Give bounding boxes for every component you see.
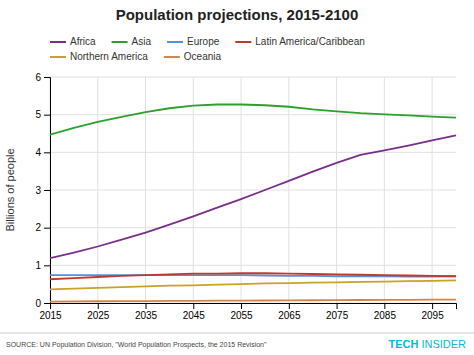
x-tick-label: 2025: [87, 310, 110, 321]
series-line: [50, 135, 456, 258]
grid-line-x: [97, 77, 98, 303]
legend-item: Europe: [167, 36, 220, 47]
series-line: [50, 273, 456, 279]
y-axis: 0 1 2 3 4 5 6: [35, 72, 50, 309]
grid-line-x: [193, 77, 194, 303]
legend-label: Oceania: [184, 51, 222, 62]
x-tick-label: 2045: [183, 310, 206, 321]
x-tick-mark: [98, 303, 99, 309]
x-tick-label: 2055: [230, 310, 253, 321]
legend-swatch: [50, 41, 66, 43]
y-tick-label: 3: [35, 185, 41, 196]
x-tick: 2015: [39, 303, 62, 321]
legend-item: Asia: [112, 36, 152, 47]
y-tick-mark: [44, 303, 50, 304]
legend: Africa Asia Europe Latin America/Caribbean N…: [50, 36, 365, 62]
grid-line-x: [384, 77, 385, 303]
source-note: SOURCE: UN Population Division, "World P…: [6, 341, 267, 349]
x-tick: 2055: [230, 303, 253, 321]
x-tick: 2045: [183, 303, 206, 321]
watermark: TECHINSIDER: [388, 338, 466, 350]
grid-line-x: [145, 77, 146, 303]
y-tick: 4: [35, 147, 50, 158]
y-tick-label: 1: [35, 260, 41, 271]
legend-item: Northern America: [50, 51, 148, 62]
y-tick-mark: [44, 265, 50, 266]
x-tick-label: 2095: [421, 310, 444, 321]
lines: [50, 104, 456, 301]
x-tick-label: 2015: [39, 310, 62, 321]
x-tick: 2035: [135, 303, 158, 321]
grid-line-y: [50, 190, 456, 191]
x-tick-mark: [193, 303, 194, 309]
x-tick: 2025: [87, 303, 110, 321]
legend-item: Africa: [50, 36, 96, 47]
y-tick-mark: [44, 152, 50, 153]
y-tick: 5: [35, 109, 50, 120]
series-line: [50, 300, 456, 302]
y-tick-label: 4: [35, 147, 41, 158]
grid-line-y: [50, 152, 456, 153]
x-tick: 2085: [374, 303, 397, 321]
grid-line-y: [50, 265, 456, 266]
x-tick-mark: [241, 303, 242, 309]
x-tick: 2095: [421, 303, 444, 321]
legend-item: Oceania: [164, 51, 222, 62]
grid-line-x: [432, 77, 433, 303]
legend-label: Northern America: [70, 51, 148, 62]
x-tick-mark: [337, 303, 338, 309]
grid-line-y: [50, 77, 456, 78]
y-tick-mark: [44, 115, 50, 116]
y-tick-label: 0: [35, 298, 41, 309]
y-tick: 0: [35, 298, 50, 309]
y-tick: 3: [35, 185, 50, 196]
x-tick-label: 2065: [278, 310, 301, 321]
y-tick-mark: [44, 77, 50, 78]
plot: 2015 2025 2035 2045 2055 2065 2075 2085 2095 0 1 2 3…: [4, 72, 457, 321]
y-tick: 2: [35, 222, 50, 233]
legend-item: Latin America/Caribbean: [235, 36, 365, 47]
x-tick-mark: [146, 303, 147, 309]
x-axis-line: [51, 304, 457, 310]
legend-swatch: [164, 56, 180, 58]
legend-swatch: [112, 41, 128, 43]
y-tick-label: 6: [35, 72, 41, 83]
y-tick: 1: [35, 260, 50, 271]
y-tick-mark: [44, 190, 50, 191]
series-line: [50, 280, 456, 289]
x-tick: 2075: [326, 303, 349, 321]
watermark-bold: TECH: [388, 338, 418, 350]
legend-label: Latin America/Caribbean: [255, 36, 365, 47]
y-axis-line: [44, 78, 51, 304]
x-tick-label: 2075: [326, 310, 349, 321]
title: Population projections, 2015-2100: [116, 6, 359, 23]
x-tick: 2065: [278, 303, 301, 321]
legend-label: Africa: [70, 36, 96, 47]
y-tick-label: 5: [35, 109, 41, 120]
x-tick-label: 2085: [374, 310, 397, 321]
x-axis: 2015 2025 2035 2045 2055 2065 2075 2085 2095: [39, 303, 456, 321]
chart: Population projections, 2015-2100AfricaA…: [0, 0, 474, 355]
grid-line-x: [288, 77, 289, 303]
separator: [0, 333, 474, 334]
watermark-light: INSIDER: [421, 338, 466, 350]
grid: [50, 77, 456, 303]
y-axis-title: Billions of people: [4, 148, 16, 231]
grid-line-x: [241, 77, 242, 303]
y-tick: 6: [35, 72, 50, 83]
legend-swatch: [167, 41, 183, 43]
x-tick-mark: [384, 303, 385, 309]
legend-swatch: [235, 41, 251, 43]
y-tick-mark: [44, 228, 50, 229]
series-line: [50, 104, 456, 134]
y-tick-label: 2: [35, 222, 41, 233]
x-tick-mark: [289, 303, 290, 309]
legend-swatch: [50, 56, 66, 58]
legend-label: Asia: [132, 36, 152, 47]
x-tick-label: 2035: [135, 310, 158, 321]
x-tick-mark: [432, 303, 433, 309]
grid-line-y: [50, 227, 456, 228]
legend-label: Europe: [187, 36, 220, 47]
